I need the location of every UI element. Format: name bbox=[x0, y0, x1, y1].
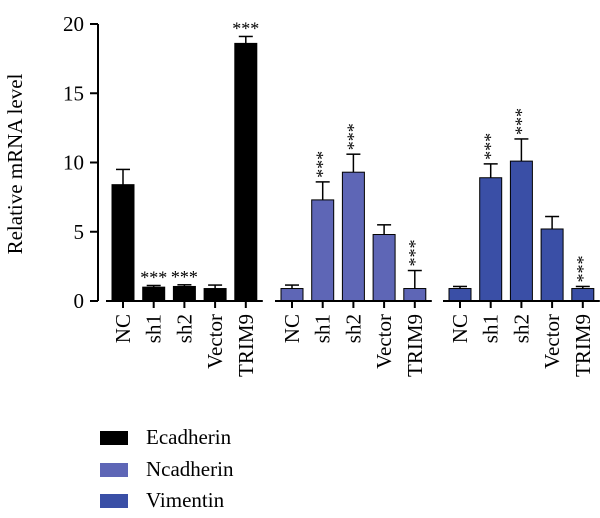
significance-mark: *** bbox=[171, 267, 198, 287]
x-tick-label: NC bbox=[280, 314, 304, 343]
bar-vimentin-sh2 bbox=[509, 160, 533, 302]
legend-swatch-ncadherin bbox=[100, 463, 128, 477]
legend-label-ncadherin: Ncadherin bbox=[146, 457, 234, 481]
bar-ncadherin-sh2 bbox=[341, 171, 365, 302]
legend-item-vimentin: Vimentin bbox=[100, 487, 300, 513]
bar-ecadherin-nc bbox=[111, 184, 135, 302]
legend-label-ecadherin: Ecadherin bbox=[146, 425, 232, 449]
x-tick-label: NC bbox=[448, 314, 472, 343]
legend-item-ncadherin: Ncadherin bbox=[100, 456, 300, 482]
bar-ecadherin-trim9 bbox=[234, 42, 258, 302]
x-axis: NC sh1 sh2 Vector TRIM9 NC sh1 sh2 Vector TRIM9 NC… bbox=[106, 300, 600, 377]
y-axis-label: Relative mRNA level bbox=[3, 73, 27, 254]
x-tick-label: NC bbox=[111, 314, 135, 343]
bar-vimentin-vector bbox=[540, 228, 564, 302]
bar-vimentin-nc bbox=[448, 288, 472, 302]
significance-mark: *** bbox=[343, 123, 363, 150]
significance-mark: *** bbox=[140, 267, 167, 287]
legend-swatch-ecadherin bbox=[100, 431, 128, 445]
x-tick-label: sh1 bbox=[479, 314, 503, 343]
x-tick-label: sh2 bbox=[341, 314, 365, 343]
bar-ecadherin-sh2 bbox=[172, 285, 196, 302]
y-tick-label: 15 bbox=[63, 81, 84, 105]
bar-ncadherin-sh1 bbox=[311, 199, 335, 302]
significance-mark: *** bbox=[481, 133, 501, 160]
bar-ncadherin-trim9 bbox=[403, 288, 427, 302]
bar-ncadherin-vector bbox=[372, 234, 396, 302]
x-tick-label: TRIM9 bbox=[403, 314, 427, 377]
bar-vimentin-trim9 bbox=[571, 288, 595, 302]
bars-layer: *** ************************ bbox=[111, 18, 595, 302]
legend-label-vimentin: Vimentin bbox=[146, 488, 225, 512]
legend-item-ecadherin: Ecadherin bbox=[100, 424, 300, 450]
x-tick-label: TRIM9 bbox=[234, 314, 258, 377]
y-tick-label: 0 bbox=[74, 289, 85, 313]
x-tick-label: sh2 bbox=[172, 314, 196, 343]
x-tick-label: Vector bbox=[540, 314, 564, 369]
x-tick-label: sh2 bbox=[509, 314, 533, 343]
significance-mark: *** bbox=[405, 240, 425, 267]
bar-ncadherin-nc bbox=[280, 288, 304, 302]
legend-swatch-vimentin bbox=[100, 494, 128, 508]
x-tick-label: Vector bbox=[372, 314, 396, 369]
x-tick-label: TRIM9 bbox=[571, 314, 595, 377]
bar-vimentin-sh1 bbox=[479, 177, 503, 302]
y-tick-label: 5 bbox=[74, 220, 85, 244]
significance-mark: *** bbox=[511, 108, 531, 135]
bar-ecadherin-sh1 bbox=[142, 286, 166, 302]
y-tick-label: 10 bbox=[63, 151, 84, 175]
bar-ecadherin-vector bbox=[203, 288, 227, 302]
x-tick-label: sh1 bbox=[311, 314, 335, 343]
significance-mark: *** bbox=[573, 255, 593, 282]
x-tick-label: sh1 bbox=[142, 314, 166, 343]
y-tick-label: 20 bbox=[63, 12, 84, 36]
y-axis: 0 5 10 15 20 bbox=[63, 12, 99, 313]
significance-mark: *** bbox=[313, 151, 333, 178]
x-tick-label: Vector bbox=[203, 314, 227, 369]
significance-mark: *** bbox=[232, 18, 259, 38]
